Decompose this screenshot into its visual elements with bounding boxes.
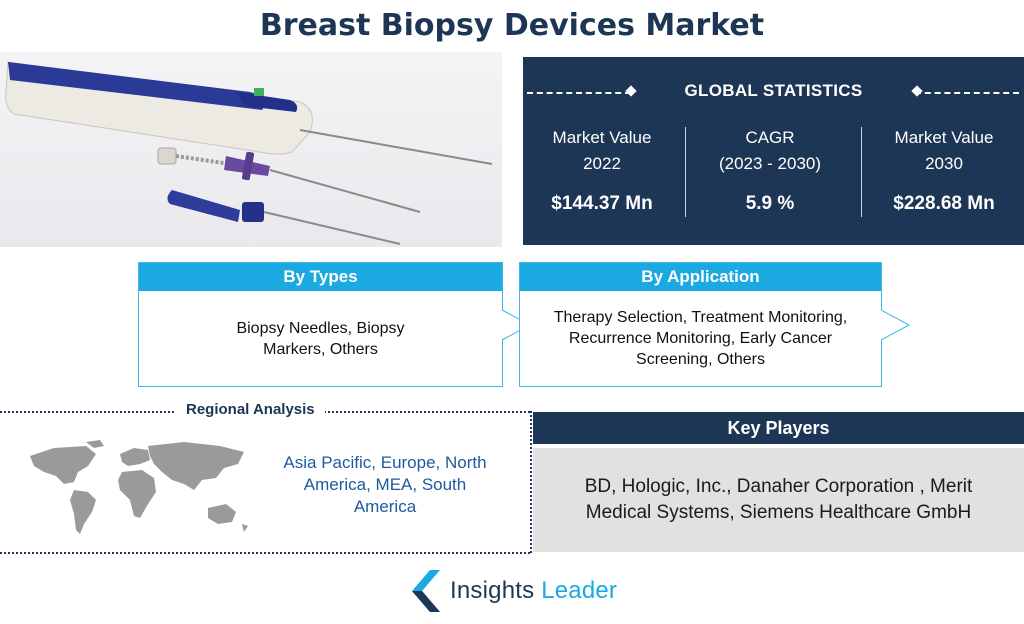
stat-separator (861, 127, 862, 217)
stat-label: Market Value (894, 128, 994, 147)
divider-right (915, 92, 1019, 94)
global-statistics-panel: GLOBAL STATISTICS Market Value 2022 $144… (523, 57, 1024, 245)
stat-label-year: 2022 (583, 154, 621, 173)
stat-market-value-2030: Market Value 2030 $228.68 Mn (869, 125, 1019, 215)
logo-word-leader: Leader (541, 577, 618, 604)
stat-label-period: (2023 - 2030) (718, 154, 822, 173)
stat-label: Market Value (552, 128, 652, 147)
regional-border-side (530, 411, 532, 553)
arrow-right-icon (881, 310, 911, 340)
divider-left (527, 92, 631, 94)
stat-cagr: CAGR (2023 - 2030) 5.9 % (695, 125, 845, 215)
regions-list: Asia Pacific, Europe, North America, MEA… (283, 453, 487, 516)
regional-analysis-heading: Regional Analysis (176, 401, 325, 418)
regional-border-bottom (0, 552, 530, 554)
insights-leader-logo: Insights Leader (408, 570, 617, 612)
biopsy-device-image (0, 52, 502, 247)
logo-chevron-icon (412, 570, 440, 612)
key-players-heading: Key Players (533, 412, 1024, 444)
logo-word-insights: Insights (450, 577, 535, 604)
logo-wordmark: Insights Leader (450, 577, 617, 605)
key-players-text: BD, Hologic, Inc., Danaher Corporation ,… (533, 448, 1024, 552)
stat-market-value-2022: Market Value 2022 $144.37 Mn (527, 125, 677, 215)
by-application-box: By Application Therapy Selection, Treatm… (519, 262, 882, 387)
stat-label-year: 2030 (925, 154, 963, 173)
stat-separator (685, 127, 686, 217)
stat-value: 5.9 % (745, 193, 795, 214)
stat-label: CAGR (745, 128, 795, 147)
by-application-text: Therapy Selection, Treatment Monitoring,… (553, 309, 848, 368)
world-map-icon (30, 440, 248, 534)
page-title: Breast Biopsy Devices Market (259, 8, 765, 43)
by-types-heading: By Types (139, 263, 502, 291)
by-types-box: By Types Biopsy Needles, Biopsy Markers,… (138, 262, 503, 387)
by-types-text: Biopsy Needles, Biopsy Markers, Others (236, 319, 405, 358)
by-application-heading: By Application (520, 263, 881, 291)
stat-value: $144.37 Mn (551, 193, 653, 214)
stat-value: $228.68 Mn (893, 193, 995, 214)
global-statistics-heading: GLOBAL STATISTICS (684, 81, 863, 100)
